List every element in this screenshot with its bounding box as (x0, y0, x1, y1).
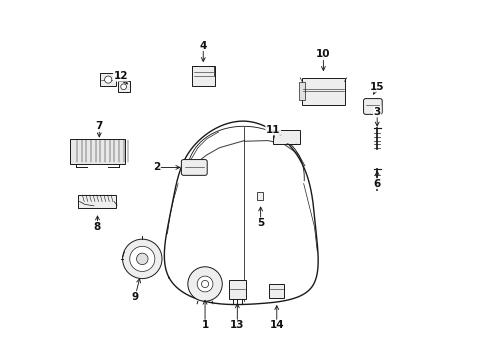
Text: 6: 6 (373, 179, 380, 189)
Text: 11: 11 (265, 125, 280, 135)
Bar (69, 139, 125, 163)
Text: 10: 10 (316, 49, 330, 59)
Bar (117, 81, 129, 92)
Text: 9: 9 (131, 292, 139, 302)
Polygon shape (164, 121, 318, 305)
FancyBboxPatch shape (363, 99, 382, 114)
Circle shape (187, 267, 222, 301)
Text: 5: 5 (257, 218, 264, 228)
Text: 2: 2 (153, 162, 160, 172)
Text: 1: 1 (201, 320, 208, 330)
Bar (269, 284, 284, 298)
Text: 14: 14 (269, 320, 284, 330)
Bar (273, 130, 300, 144)
Circle shape (136, 253, 148, 265)
Bar (298, 82, 305, 100)
Bar (100, 73, 116, 86)
Circle shape (201, 280, 208, 288)
Bar (191, 66, 214, 86)
Circle shape (122, 239, 162, 279)
Circle shape (104, 76, 112, 83)
Text: 8: 8 (94, 222, 101, 231)
Bar (78, 195, 115, 208)
Circle shape (121, 84, 126, 90)
Text: 7: 7 (95, 121, 103, 131)
Text: 15: 15 (369, 82, 384, 92)
Text: 13: 13 (230, 320, 244, 330)
Text: 12: 12 (113, 71, 128, 81)
Text: 3: 3 (373, 107, 380, 117)
Text: 4: 4 (199, 41, 206, 50)
FancyBboxPatch shape (181, 159, 207, 175)
Bar (301, 78, 344, 104)
Circle shape (129, 246, 155, 271)
Bar (228, 279, 245, 299)
Circle shape (197, 276, 212, 292)
Bar (256, 192, 263, 200)
